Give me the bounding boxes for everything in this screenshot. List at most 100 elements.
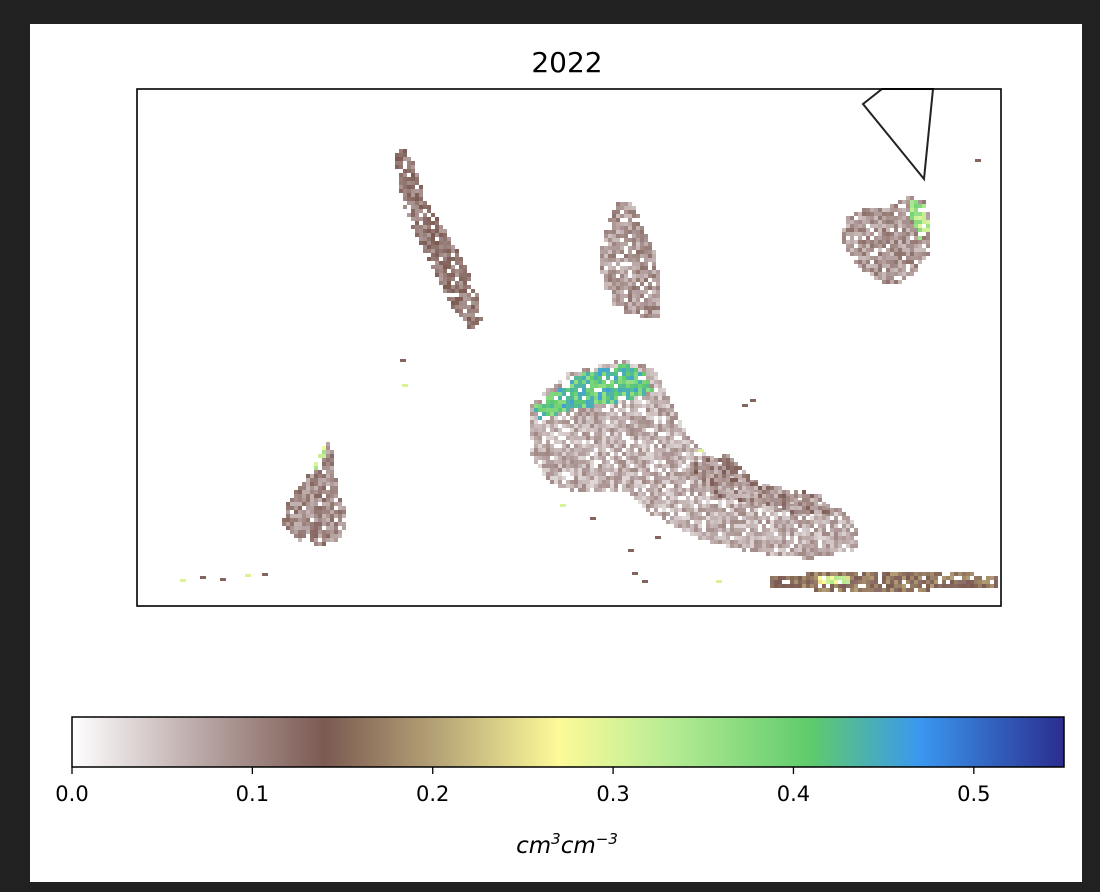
data-pixel [662,404,666,408]
data-pixel [640,226,644,230]
data-pixel [750,528,754,532]
data-pixel [658,488,662,492]
data-pixel [750,502,754,506]
data-pixel [846,520,850,524]
data-pixel [898,576,902,580]
data-pixel [870,224,874,228]
data-pixel [616,298,620,302]
data-pixel [570,388,574,392]
data-pixel [634,376,638,380]
data-pixel [634,496,638,500]
data-pixel [950,572,954,576]
data-pixel [682,528,686,532]
data-pixel [630,468,634,472]
data-pixel [846,240,850,244]
data-pixel [582,392,586,396]
data-pixel [674,456,678,460]
data-pixel [870,232,874,236]
data-pixel [554,440,558,444]
data-pixel [714,462,718,466]
data-pixel [678,492,682,496]
data-pixel [870,588,874,592]
data-pixel [646,420,650,424]
data-pixel [612,222,616,226]
data-pixel [918,212,922,216]
data-pixel [666,496,670,500]
data-pixel [910,260,914,264]
data-pixel [742,404,748,407]
data-pixel [738,508,742,512]
data-pixel [822,544,826,548]
data-pixel [742,512,746,516]
data-pixel [614,420,618,424]
data-pixel [608,234,612,238]
data-pixel [622,400,626,404]
data-pixel [694,488,698,492]
data-pixel [638,416,642,420]
data-pixel [610,484,614,488]
data-pixel [602,468,606,472]
data-pixel [640,254,644,258]
data-pixel [467,273,471,277]
data-pixel [322,454,326,458]
data-pixel [578,404,582,408]
data-pixel [722,470,726,474]
data-pixel [658,440,662,444]
data-pixel [654,472,658,476]
data-pixel [794,510,798,514]
data-pixel [443,289,447,293]
data-pixel [650,432,654,436]
data-pixel [582,444,586,448]
data-pixel [738,490,742,494]
data-pixel [578,468,582,472]
data-pixel [830,544,834,548]
data-pixel [471,317,475,321]
data-pixel [342,510,346,514]
data-pixel [754,536,758,540]
data-pixel [746,478,750,482]
data-pixel [858,228,862,232]
data-pixel [834,532,838,536]
data-pixel [622,484,626,488]
data-pixel [586,404,590,408]
data-pixel [842,240,846,244]
data-pixel [710,512,714,516]
data-pixel [710,536,714,540]
data-pixel [742,540,746,544]
data-pixel [558,448,562,452]
data-pixel [722,490,726,494]
data-pixel [862,232,866,236]
data-pixel [306,518,310,522]
data-pixel [558,412,562,416]
data-pixel [411,205,415,209]
data-pixel [602,392,606,396]
data-pixel [554,464,558,468]
data-pixel [742,494,746,498]
data-pixel [770,540,774,544]
data-pixel [451,297,455,301]
data-pixel [451,245,455,249]
data-pixel [866,244,870,248]
data-pixel [546,444,550,448]
data-pixel [882,212,886,216]
data-pixel [758,520,762,524]
data-pixel [882,260,886,264]
data-pixel [298,494,302,498]
data-pixel [894,216,898,220]
data-pixel [866,216,870,220]
data-pixel [634,492,638,496]
data-pixel [890,248,894,252]
data-pixel [318,530,322,534]
data-pixel [706,504,710,508]
data-pixel [910,204,914,208]
data-pixel [463,297,467,301]
data-pixel [594,440,598,444]
data-pixel [718,520,722,524]
data-pixel [606,392,610,396]
data-pixel [630,380,634,384]
data-pixel [738,544,742,548]
data-pixel [650,412,654,416]
data-pixel [624,230,628,234]
data-pixel [294,526,298,530]
data-pixel [624,202,628,206]
